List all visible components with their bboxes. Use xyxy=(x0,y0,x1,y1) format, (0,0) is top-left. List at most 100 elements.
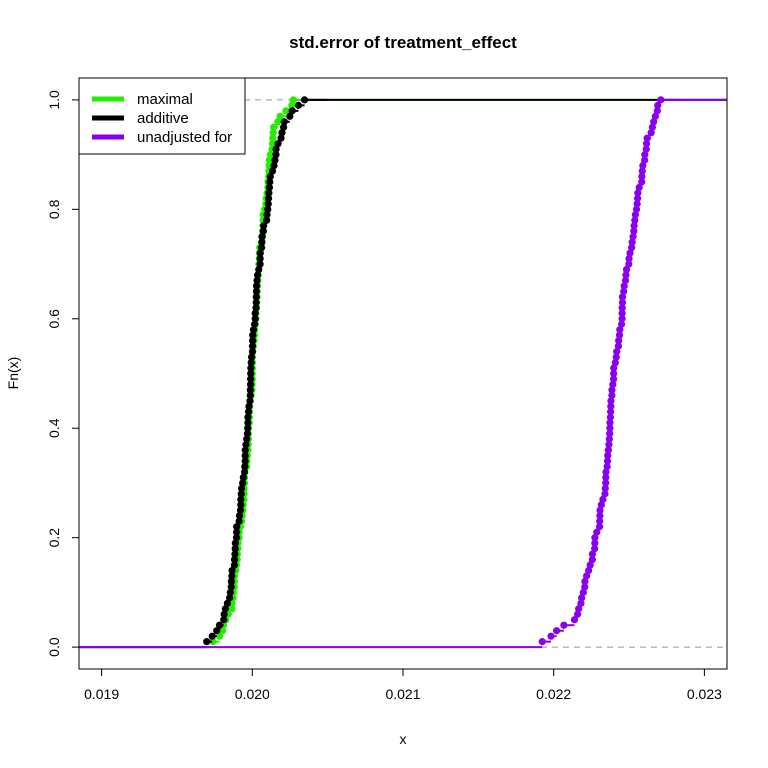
y-tick-label: 1.0 xyxy=(46,90,62,110)
ecdf-point xyxy=(628,244,636,252)
legend: maximal additive unadjusted for xyxy=(78,77,246,155)
ecdf-point xyxy=(629,233,637,241)
ecdf-point xyxy=(203,638,211,646)
ecdf-point xyxy=(581,577,589,586)
ecdf-point xyxy=(235,517,243,525)
x-axis-label: x xyxy=(400,731,407,747)
ecdf-point xyxy=(603,457,612,465)
ecdf-point xyxy=(278,129,286,137)
ecdf-point xyxy=(235,512,244,520)
ecdf-point xyxy=(233,528,241,536)
ecdf-point xyxy=(643,134,651,142)
ecdf-point xyxy=(270,123,278,131)
ecdf-point xyxy=(265,156,273,164)
ecdf-point xyxy=(620,282,628,290)
ecdf-point xyxy=(630,222,638,230)
ecdf-point xyxy=(256,254,264,263)
ecdf-point xyxy=(237,501,245,509)
ecdf-point xyxy=(257,244,266,252)
ecdf-point xyxy=(219,627,227,635)
ecdf-point xyxy=(616,326,624,334)
ecdf-point xyxy=(228,566,236,575)
ecdf-point xyxy=(615,331,624,339)
ecdf-point xyxy=(650,118,658,126)
ecdf-point xyxy=(237,495,245,503)
y-axis: 0.0 0.2 0.4 0.6 0.8 1.0 xyxy=(46,90,80,657)
ecdf-point xyxy=(611,358,619,367)
ecdf-point xyxy=(591,545,599,553)
ecdf-point xyxy=(221,605,229,613)
ecdf-point xyxy=(615,337,623,345)
ecdf-point xyxy=(610,364,618,372)
ecdf-point xyxy=(633,200,641,208)
ecdf-point xyxy=(255,265,263,274)
ecdf-point xyxy=(270,161,278,170)
ecdf-point xyxy=(266,172,274,181)
ecdf-point xyxy=(608,386,616,394)
ecdf-point xyxy=(241,451,249,460)
ecdf-point xyxy=(230,561,238,569)
ecdf-point xyxy=(269,134,277,142)
ecdf-point xyxy=(266,151,275,159)
ecdf-point xyxy=(610,375,618,383)
ecdf-point xyxy=(272,145,280,153)
y-tick-label: 0.4 xyxy=(46,418,62,438)
ecdf-point xyxy=(560,621,568,629)
ecdf-point xyxy=(216,632,224,640)
ecdf-point xyxy=(638,167,646,175)
ecdf-point xyxy=(593,528,601,536)
ecdf-point xyxy=(250,320,259,328)
ecdf-point xyxy=(249,337,257,345)
ecdf-point xyxy=(588,555,596,564)
ecdf-point xyxy=(247,375,255,383)
ecdf-point xyxy=(538,638,546,646)
ecdf-point xyxy=(601,490,609,498)
ecdf-point xyxy=(259,227,267,235)
ecdf-point xyxy=(241,457,249,465)
ecdf-point xyxy=(251,309,259,317)
legend-label: maximal xyxy=(137,91,193,108)
ecdf-point xyxy=(241,446,249,454)
ecdf-point xyxy=(635,183,643,192)
ecdf-point xyxy=(618,309,626,317)
ecdf-point xyxy=(272,151,280,159)
ecdf-point xyxy=(249,326,258,334)
series-unadjusted-for xyxy=(79,96,727,649)
ecdf-point xyxy=(610,369,618,378)
ecdf-point xyxy=(609,380,617,389)
ecdf-point xyxy=(606,419,614,427)
x-tick-label: 0.023 xyxy=(687,686,722,702)
ecdf-point xyxy=(247,364,255,372)
ecdf-point xyxy=(247,358,255,367)
ecdf-point xyxy=(209,638,217,646)
ecdf-point xyxy=(638,172,646,181)
ecdf-point xyxy=(231,539,239,547)
ecdf-point xyxy=(596,506,604,514)
ecdf-point xyxy=(620,287,628,296)
ecdf-point xyxy=(618,298,627,306)
ecdf-point xyxy=(256,249,264,257)
ecdf-point xyxy=(220,610,228,618)
ecdf-point xyxy=(243,435,251,443)
ecdf-point xyxy=(596,517,604,525)
ecdf-point xyxy=(274,140,282,148)
ecdf-point xyxy=(618,293,627,301)
ecdf-point xyxy=(621,276,630,285)
ecdf-point xyxy=(547,632,555,640)
ecdf-point xyxy=(601,484,609,493)
ecdf-point xyxy=(591,534,599,542)
ecdf-point xyxy=(602,468,610,476)
ecdf-point xyxy=(280,118,288,126)
ecdf-point xyxy=(265,183,274,192)
ecdf-point xyxy=(288,101,296,109)
ecdf-point xyxy=(632,205,641,213)
ecdf-point xyxy=(570,616,579,624)
x-axis: 0.019 0.020 0.021 0.022 0.023 xyxy=(84,668,722,702)
ecdf-point xyxy=(630,227,638,235)
ecdf-point xyxy=(233,523,241,531)
ecdf-point xyxy=(213,627,221,635)
ecdf-point xyxy=(642,145,650,153)
ecdf-point xyxy=(638,178,646,186)
x-tick-label: 0.020 xyxy=(235,686,270,702)
ecdf-point xyxy=(226,588,234,596)
